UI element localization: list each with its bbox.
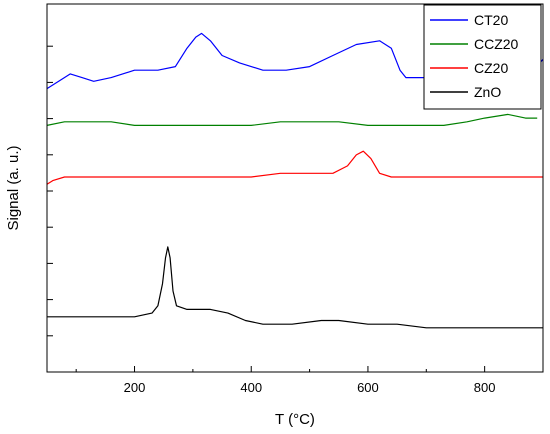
ticks-layer: 200 400 600 800 [47, 45, 496, 395]
x-tick-label: 600 [357, 380, 379, 395]
x-tick-label: 800 [474, 380, 496, 395]
series-line-zno [47, 246, 543, 329]
y-axis-label: Signal (a. u.) [5, 145, 22, 230]
x-axis-label: T (°C) [275, 411, 315, 428]
legend: CT20 CCZ20 CZ20 ZnO [423, 4, 542, 110]
legend-label-zno: ZnO [474, 84, 501, 100]
x-tick-label: 200 [124, 380, 146, 395]
legend-label-cz20: CZ20 [474, 60, 508, 76]
series-line-ccz20 [46, 113, 538, 126]
plot-frame [46, 3, 544, 373]
x-tick-label: 400 [240, 380, 262, 395]
legend-label-ct20: CT20 [474, 12, 508, 28]
series-line-cz20 [46, 150, 543, 185]
legend-label-ccz20: CCZ20 [474, 36, 519, 52]
